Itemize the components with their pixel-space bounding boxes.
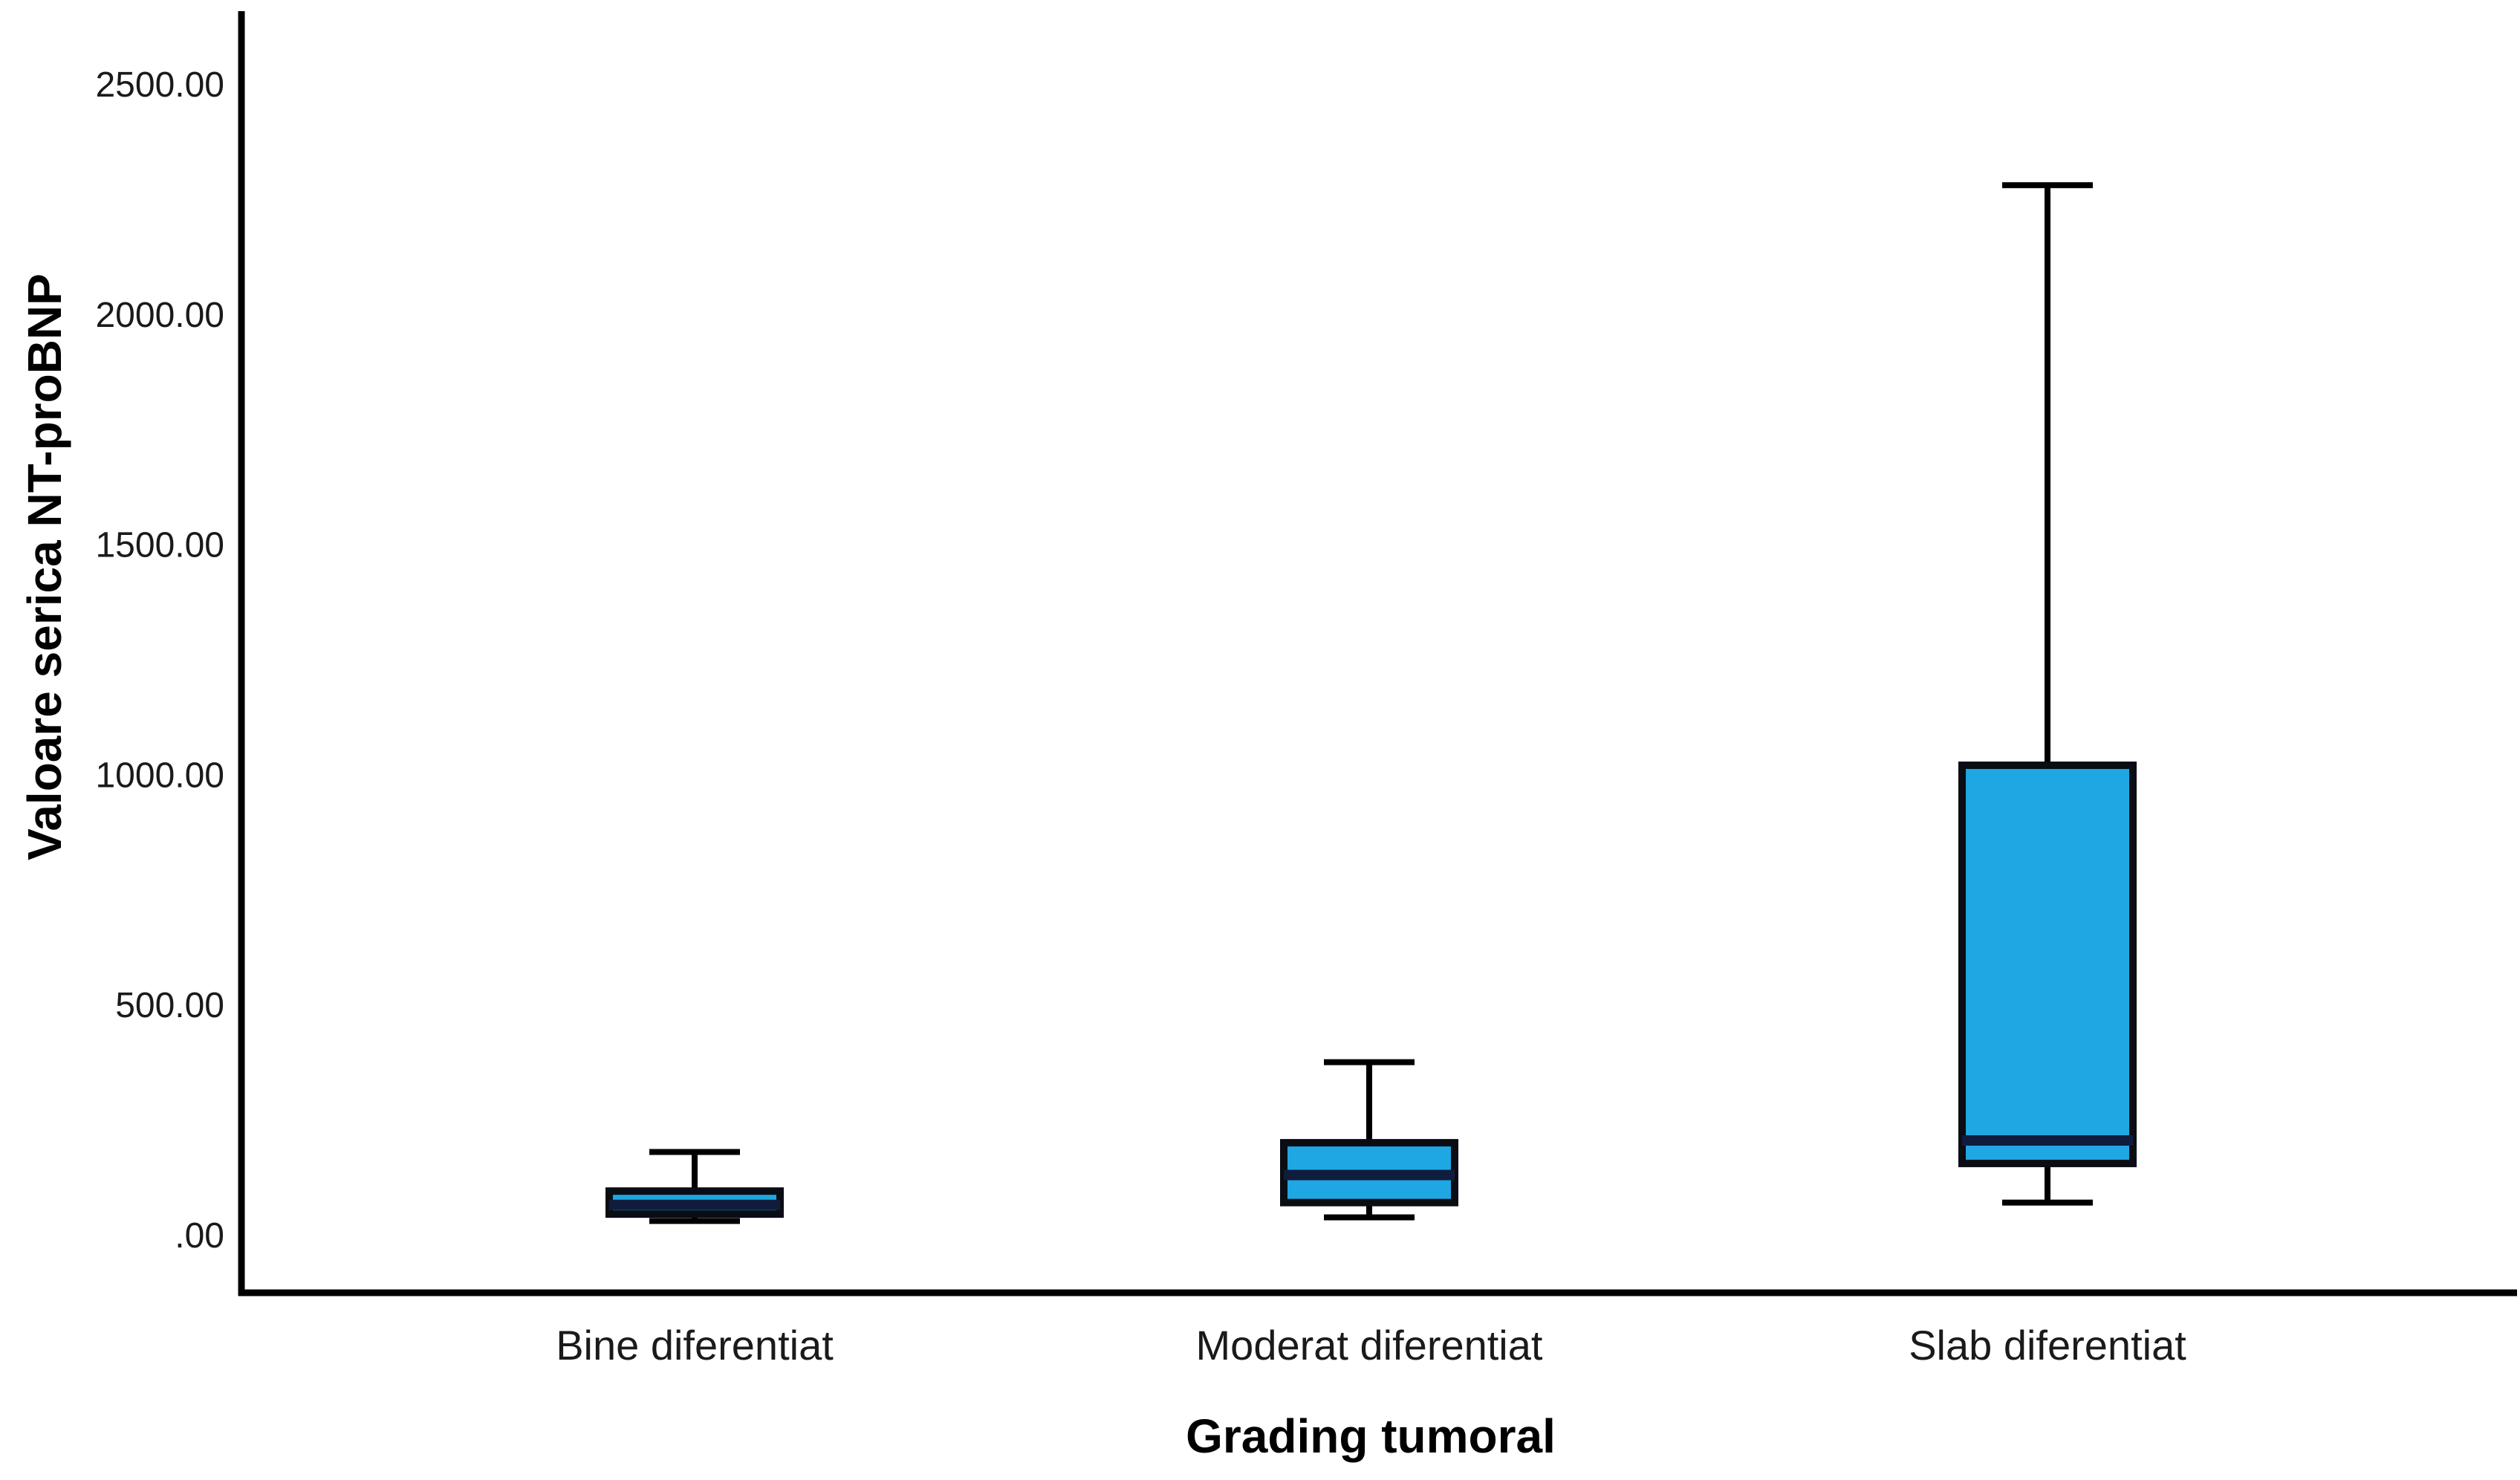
iqr-box [1958,762,2137,1167]
y-tick-label: 2500.00 [95,65,224,105]
category-label: Slab diferentiat [1909,1322,2186,1369]
category-labels: Bine diferentiat Moderat diferentiat Slab … [556,1322,2186,1369]
y-tick-label: 1000.00 [95,756,224,795]
category-label: Bine diferentiat [556,1322,834,1369]
box-group [605,1149,784,1224]
y-axis-title: Valoare serica NT-proBNP [18,273,71,860]
y-tick-labels: .00 500.00 1000.00 1500.00 2000.00 2500.00 [95,65,224,1256]
y-tick-label: 2000.00 [95,296,224,335]
category-label: Moderat diferentiat [1196,1322,1543,1369]
y-tick-label: .00 [175,1216,224,1256]
box-series [605,182,2137,1224]
x-axis-title: Grading tumoral [1186,1409,1556,1463]
y-tick-label: 500.00 [115,986,224,1025]
box-group [1280,1059,1458,1221]
y-tick-label: 1500.00 [95,526,224,565]
box-group [1958,182,2137,1206]
